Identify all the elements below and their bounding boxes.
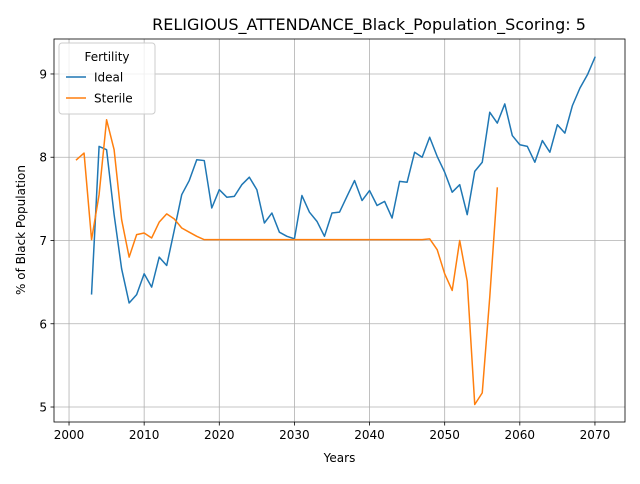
series-lines [75, 56, 596, 406]
y-tick-label: 5 [39, 401, 47, 415]
legend: Fertility Ideal Sterile [58, 42, 156, 115]
grid [54, 39, 625, 422]
y-tick-label: 9 [39, 67, 47, 81]
x-tick-label: 2050 [429, 428, 460, 442]
chart-title: RELIGIOUS_ATTENDANCE_Black_Population_Sc… [152, 15, 586, 35]
y-axis-label: % of Black Population [14, 165, 28, 295]
x-axis-label: Years [323, 451, 356, 465]
y-tick-label: 7 [39, 234, 47, 248]
x-tick-label: 2030 [279, 428, 310, 442]
x-tick-label: 2020 [204, 428, 235, 442]
x-tick-label: 2060 [505, 428, 536, 442]
series-line-sterile [75, 119, 499, 406]
x-tick-label: 2010 [129, 428, 160, 442]
plot-frame [53, 38, 626, 423]
y-tick-label: 6 [39, 317, 47, 331]
x-tick-label: 2000 [54, 428, 85, 442]
y-axis-ticks: 5 6 7 8 9 [39, 67, 54, 415]
y-tick-label: 8 [39, 151, 47, 165]
legend-title: Fertility [84, 50, 129, 64]
series-line-ideal [90, 56, 596, 304]
legend-box [58, 42, 156, 115]
x-axis-ticks: 2000 2010 2020 2030 2040 2050 2060 2070 [54, 422, 610, 442]
legend-entry-ideal: Ideal [94, 71, 123, 85]
x-tick-label: 2070 [580, 428, 611, 442]
x-tick-label: 2040 [354, 428, 385, 442]
legend-entry-sterile: Sterile [94, 92, 133, 106]
